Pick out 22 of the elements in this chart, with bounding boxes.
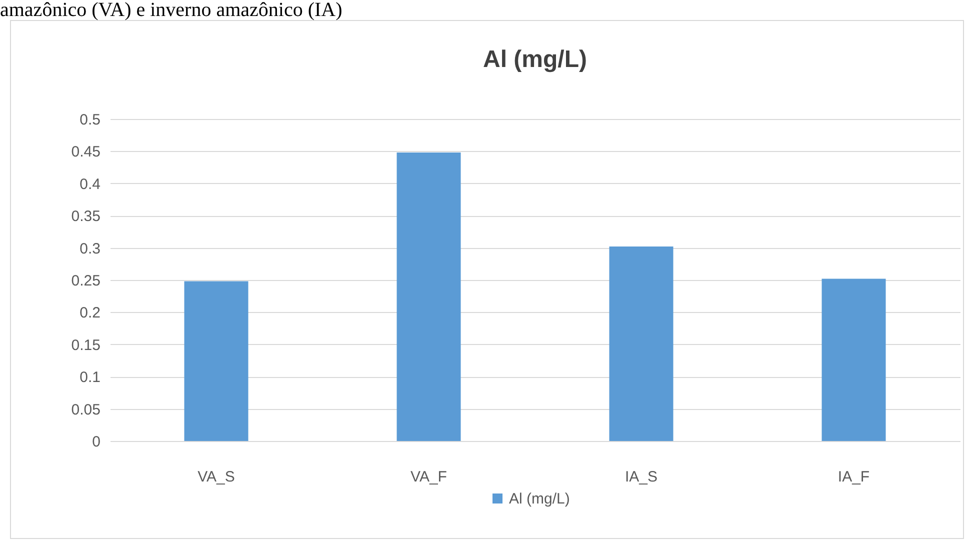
y-tick-label: 0.3 (80, 240, 100, 258)
y-tick-label: 0.4 (80, 176, 100, 193)
bar (396, 152, 461, 441)
text: amazônico (VA) e inverno amazônico (IA) (0, 0, 342, 21)
x-tick-label: VA_S (198, 468, 235, 486)
y-tick-label: 0.1 (80, 369, 100, 386)
x-tick-label: IA_S (624, 468, 658, 486)
y-tick-label: 0.05 (71, 401, 100, 418)
x-tick-label: IA_F (838, 468, 870, 486)
y-tick-label: 0.5 (80, 112, 100, 128)
bar (609, 246, 674, 441)
y-tick-label: 0.35 (71, 208, 100, 226)
y-tick-label: 0.45 (71, 144, 100, 161)
legend-label: Al (mg/L) (509, 490, 570, 508)
x-tick-label: VA_F (410, 468, 447, 486)
bar (822, 278, 886, 441)
y-tick-label: 0 (92, 434, 100, 450)
y-tick-label: 0.25 (71, 272, 100, 290)
bar (184, 281, 248, 441)
chart-title: Al (mg/L) (483, 46, 587, 73)
y-tick-label: 0.2 (80, 304, 100, 322)
y-tick-label: 0.15 (71, 336, 100, 354)
